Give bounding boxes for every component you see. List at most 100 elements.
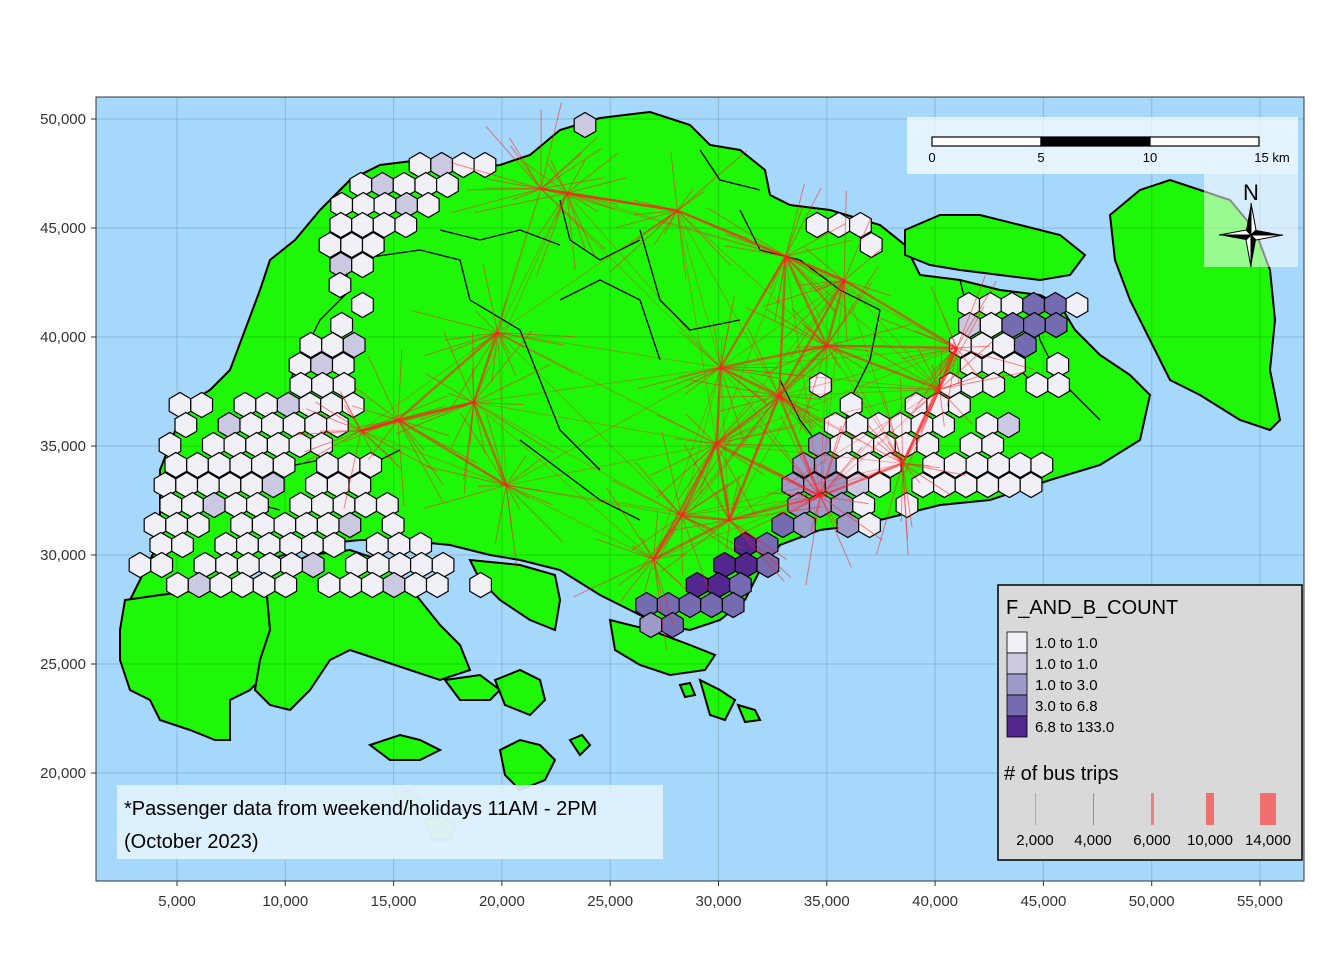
flow-line (397, 419, 426, 451)
legend: F_AND_B_COUNT 1.0 to 1.0 1.0 to 1.0 1.0 … (997, 584, 1303, 861)
flow-line (761, 345, 828, 376)
flow-line (826, 344, 957, 350)
hex-cell (1025, 371, 1049, 399)
flow-line (448, 392, 474, 403)
flow-line (861, 386, 940, 390)
hex-cell (375, 491, 399, 519)
hex-cell (859, 231, 883, 259)
flow-line (870, 349, 940, 390)
flow-line (900, 463, 904, 522)
hex-cell (354, 491, 378, 519)
flow-line (681, 515, 737, 554)
hex-cell (997, 411, 1021, 439)
flow-line (547, 162, 568, 194)
flow-line (397, 349, 403, 420)
flow-line (494, 485, 507, 544)
flow-line (487, 178, 541, 190)
flow-line (747, 327, 780, 397)
flow-line (612, 479, 682, 517)
flow-line (729, 494, 821, 522)
hex-cell (947, 391, 971, 419)
flow-line (938, 347, 958, 390)
flow-line (540, 188, 722, 368)
hex-cell (317, 571, 341, 599)
flow-line (716, 443, 810, 447)
flow-line (819, 345, 828, 497)
flow-line (681, 515, 713, 530)
hex-cell (166, 571, 189, 599)
hex-cell (469, 571, 492, 599)
scale-segment-3 (1149, 136, 1260, 147)
legend-swatch-1 (1006, 631, 1028, 654)
flow-line (676, 210, 717, 444)
flow-line (785, 256, 821, 497)
flow-line (938, 389, 945, 427)
flow-line (819, 495, 840, 530)
flow-line (315, 401, 362, 432)
flow-line (652, 519, 730, 561)
flow-line (715, 280, 845, 445)
flow-line (497, 332, 575, 374)
flow-line (715, 403, 754, 445)
flow-line (443, 332, 498, 341)
flow-line (785, 184, 805, 257)
flow-line (615, 210, 678, 229)
flow-line (634, 210, 678, 216)
southern-island-8 (568, 733, 592, 757)
flow-line (902, 462, 967, 476)
hex-cell (351, 291, 374, 319)
flow-line (820, 495, 883, 541)
flow-line (843, 280, 904, 464)
flow-line (637, 367, 721, 390)
hex-cell (332, 371, 356, 399)
flow-line (826, 345, 867, 371)
legend-line-label-5: 14,000 (1245, 832, 1291, 849)
legend-line-sample-1 (1035, 793, 1036, 825)
southern-island-5 (498, 738, 557, 792)
flow-line (667, 519, 730, 532)
legend-line-sample-5 (1260, 793, 1276, 825)
flow-line (681, 367, 722, 516)
southern-island-7 (736, 703, 762, 724)
flow-line (902, 463, 913, 528)
flow-line (765, 308, 828, 347)
flow-line (785, 255, 957, 349)
flow-line (395, 401, 474, 435)
flow-line (684, 367, 721, 388)
hex-cell (431, 551, 455, 579)
legend-bin-label-3: 1.0 to 3.0 (1035, 677, 1098, 694)
legend-line-label-1: 2,000 (1016, 832, 1054, 849)
flow-line (506, 443, 717, 486)
flow-line (720, 367, 780, 379)
flow-line (715, 367, 722, 444)
flow-line (826, 345, 904, 464)
flow-line (449, 332, 498, 353)
flow-line (397, 419, 444, 486)
flow-line (785, 255, 845, 282)
hexagon-grid-layer (128, 111, 1089, 639)
hex-cell (272, 451, 296, 479)
flow-line (778, 395, 820, 412)
flow-line (485, 126, 542, 190)
flow-line (473, 401, 524, 406)
flow-line (726, 520, 730, 550)
flow-line (797, 279, 845, 286)
hex-cell (661, 611, 684, 639)
flow-line (550, 159, 568, 194)
flow-line (778, 395, 810, 414)
hex-cell (361, 231, 385, 259)
flow-line (882, 392, 904, 464)
flow-line (867, 423, 903, 464)
flow-line (777, 256, 787, 396)
flow-line (810, 496, 821, 531)
flow-line (676, 210, 687, 280)
hex-cell (288, 431, 312, 459)
flow-line (566, 160, 586, 194)
flow-line (843, 279, 940, 390)
flow-line (778, 395, 903, 464)
flow-line (712, 320, 722, 368)
flow-line (566, 192, 722, 368)
legend-background (997, 584, 1303, 861)
flow-line (720, 344, 828, 369)
